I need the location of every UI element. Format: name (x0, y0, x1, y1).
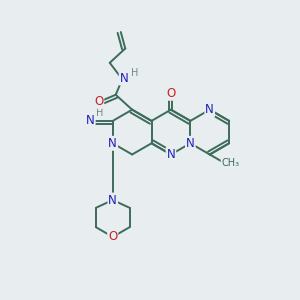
Text: O: O (108, 230, 117, 243)
Text: N: N (120, 71, 128, 85)
Text: N: N (108, 194, 117, 206)
Text: H: H (131, 68, 139, 78)
Text: N: N (167, 148, 175, 161)
Text: N: N (205, 103, 214, 116)
Text: H: H (96, 107, 103, 118)
Text: O: O (166, 87, 176, 100)
Text: N: N (108, 137, 117, 150)
Text: CH₃: CH₃ (221, 158, 240, 168)
Text: N: N (86, 114, 95, 128)
Text: N: N (186, 137, 195, 150)
Text: O: O (94, 95, 103, 108)
